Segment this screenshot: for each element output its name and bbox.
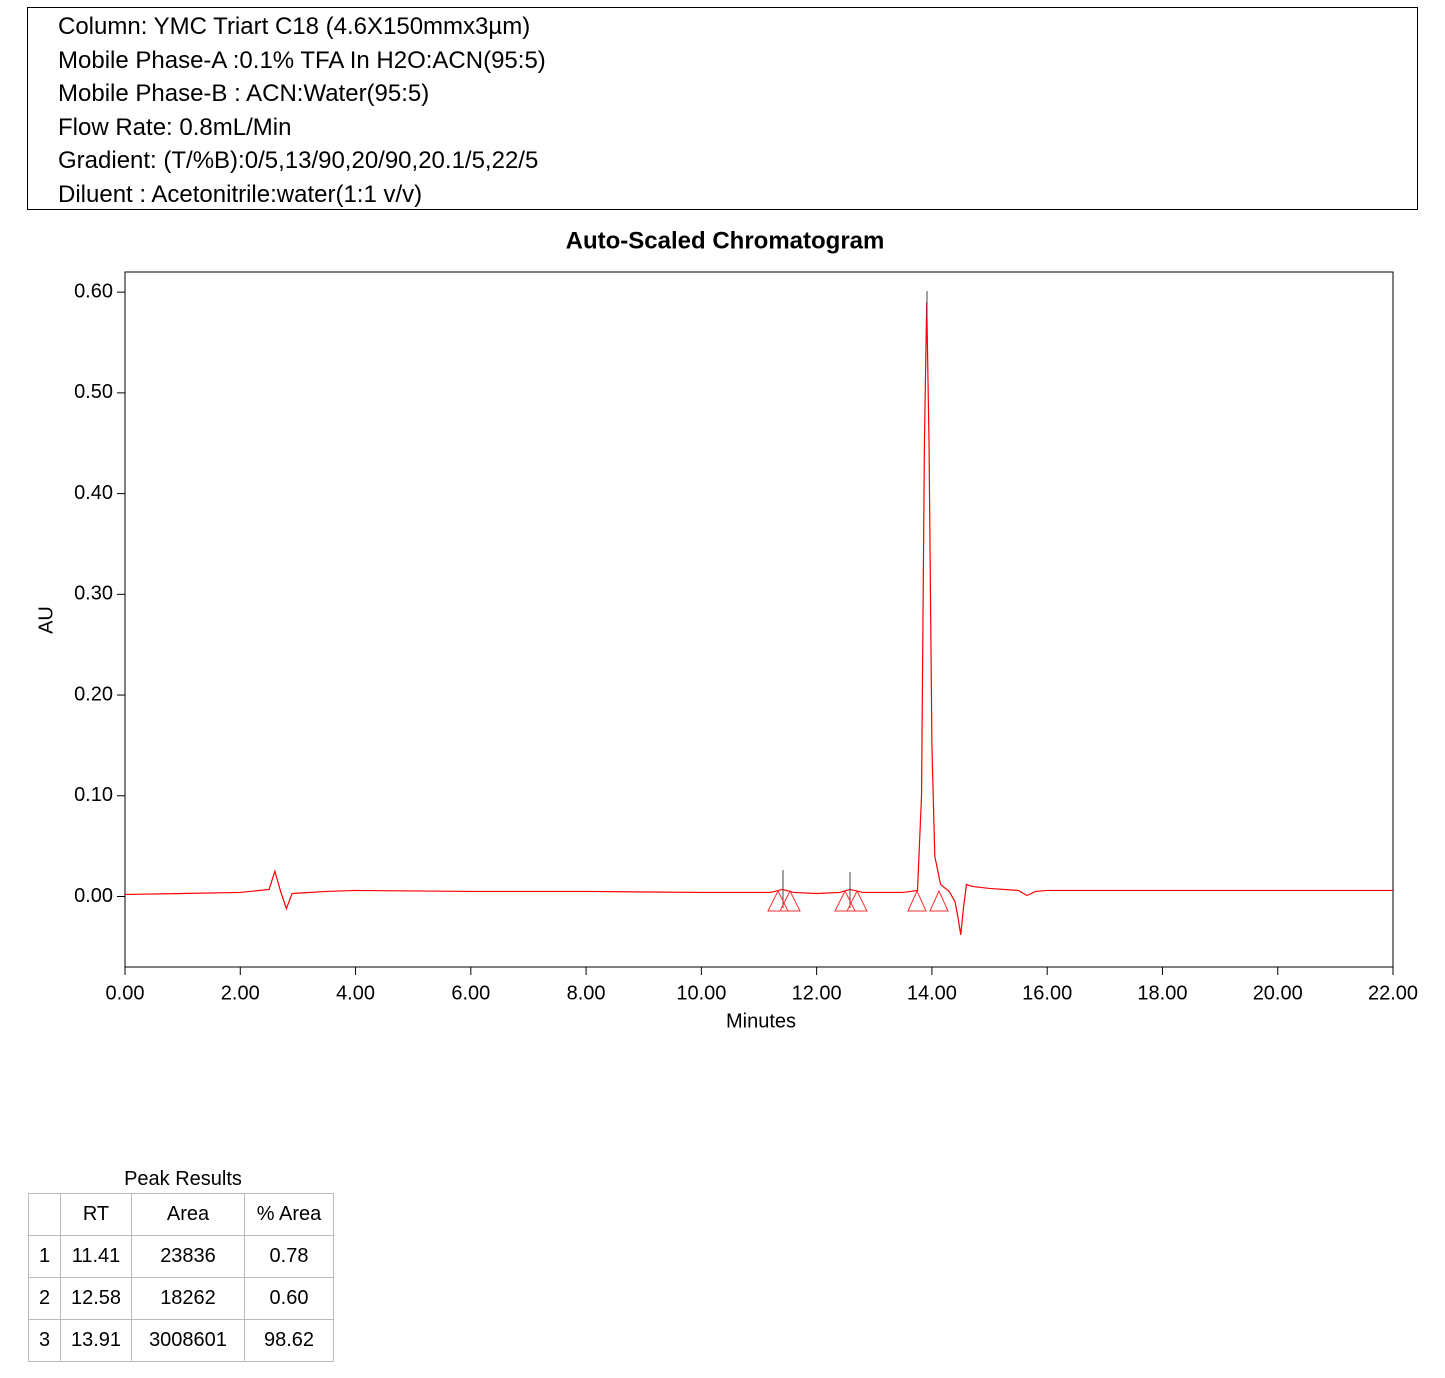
y-tick-label: 0.00 [74, 885, 113, 907]
chart: Auto-Scaled Chromatogram Minutes AU 0.00… [35, 227, 1418, 1032]
table-cell: 0.78 [244, 1235, 334, 1278]
x-tick-label: 12.00 [792, 982, 842, 1004]
table-cell: 2 [28, 1277, 61, 1320]
peak-end [846, 889, 868, 912]
corner-cell [28, 1193, 61, 1236]
peak-table: RT Area% Area 1 11.41 23836 0.78 2 12.58 18262 0… [28, 1193, 334, 1362]
table-cell: 12.58 [60, 1277, 132, 1320]
x-tick-label: 0.00 [106, 982, 145, 1004]
y-tick-label: 0.60 [74, 280, 113, 302]
x-tick-label: 18.00 [1137, 982, 1187, 1004]
x-tick-label: 4.00 [336, 982, 375, 1004]
column-header: % Area [244, 1193, 334, 1236]
table-cell: 23836 [131, 1235, 245, 1278]
column-header: RT [60, 1193, 132, 1236]
table-cell: 1 [28, 1235, 61, 1278]
chart-title: Auto-Scaled Chromatogram [566, 227, 885, 254]
x-tick-label: 14.00 [907, 982, 957, 1004]
method-line: Column: YMC Triart C18 (4.6X150mmx3µm) [58, 13, 531, 40]
trace-line [124, 302, 1393, 935]
y-axis-label: AU [35, 606, 57, 634]
method-line: Mobile Phase-B : ACN:Water(95:5) [58, 80, 430, 108]
table-cell: 18262 [131, 1277, 245, 1320]
y-tick-label: 0.20 [74, 683, 113, 705]
method-line: Diluent : Acetonitrile:water(1:1 v/v) [58, 180, 423, 208]
y-tick-label: 0.30 [74, 583, 113, 605]
table-cell: 0.60 [244, 1277, 334, 1320]
method-line: Flow Rate: 0.8mL/Min [58, 113, 292, 141]
table-cell: 3008601 [131, 1319, 245, 1362]
peak-end [779, 889, 801, 912]
table-row: 1 11.41 23836 0.78 [28, 1235, 334, 1278]
method-line: Gradient: (T/%B):0/5,13/90,20/90,20.1/5,… [58, 147, 539, 175]
peak-triangles [767, 889, 949, 912]
peak-markers [782, 291, 928, 908]
y-tick-label: 0.50 [74, 381, 113, 403]
table-cell: 13.91 [60, 1319, 132, 1362]
table-title: Peak Results [124, 1168, 242, 1190]
method-line: Mobile Phase-A :0.1% TFA In H2O:ACN(95:5… [58, 46, 546, 74]
x-tick-label: 10.00 [676, 982, 726, 1004]
y-tick-label: 0.10 [74, 784, 113, 806]
x-tick-label: 6.00 [451, 982, 490, 1004]
peak-start [907, 889, 927, 912]
x-tick-label: 2.00 [221, 982, 260, 1004]
x-tick-label: 20.00 [1253, 982, 1303, 1004]
table-cell: 11.41 [60, 1235, 132, 1278]
plot-area: 0.00 0.10 0.20 0.30 0.40 0.50 0.60 0.00 2.00 4.00… [74, 280, 1418, 1004]
peak-start [834, 889, 856, 912]
peak-end [929, 889, 949, 912]
table-cell: 98.62 [244, 1319, 334, 1362]
method-box: Column: YMC Triart C18 (4.6X150mmx3µm) Mo… [27, 7, 1418, 210]
column-header: Area [131, 1193, 245, 1236]
x-axis-label: Minutes [726, 1010, 796, 1032]
table-cell: 3 [28, 1319, 61, 1362]
peak-start [767, 889, 789, 912]
x-tick-label: 16.00 [1022, 982, 1072, 1004]
plot-frame [124, 271, 1394, 968]
x-tick-label: 8.00 [567, 982, 606, 1004]
table-row: 3 13.91 3008601 98.62 [28, 1319, 334, 1362]
table-row: 2 12.58 18262 0.60 [28, 1277, 334, 1320]
x-tick-label: 22.00 [1368, 982, 1418, 1004]
y-tick-label: 0.40 [74, 482, 113, 504]
